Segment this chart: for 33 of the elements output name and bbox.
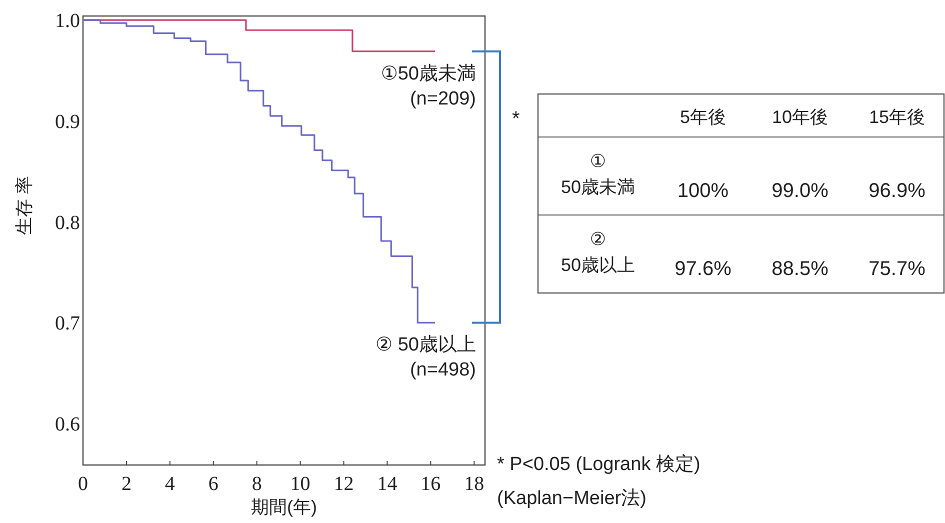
category-label: 15年後 [868, 107, 926, 127]
series-label: ①50歳未満 (n=209) [380, 63, 476, 110]
series-label: ② 50歳以上 (n=498) [376, 334, 476, 381]
x-tick-label: 2 [121, 473, 132, 495]
text: 100% [677, 180, 729, 202]
x-tick-label: 0 [78, 473, 88, 495]
category-label: 5年後 [680, 107, 726, 127]
x-tick-label: 12 [334, 473, 354, 495]
x-tick-label: 18 [464, 473, 484, 495]
x-tick-label: 4 [164, 473, 175, 495]
x-tick-label: 16 [420, 473, 441, 495]
y-axis-title: 生存 率 [14, 176, 34, 236]
text: (Kaplan−Meier法) [497, 488, 646, 509]
x-tick-label: 10 [290, 473, 310, 495]
x-tick-label: 6 [208, 473, 218, 495]
text: 97.6% [674, 258, 732, 280]
y-tick-label: 1.0 [55, 10, 80, 32]
y-tick-label: 0.6 [55, 414, 80, 436]
x-tick-label: 14 [377, 473, 398, 495]
text: 96.9% [868, 180, 926, 202]
category-label: ① 50歳未満 [560, 151, 636, 197]
text: 75.7% [868, 258, 926, 280]
x-tick-label: 8 [252, 473, 262, 495]
category-label: ② 50歳以上 [560, 229, 636, 275]
category-label: 10年後 [772, 107, 828, 127]
y-tick-label: 0.7 [55, 312, 80, 335]
y-tick-label: 0.9 [55, 110, 80, 133]
text: 99.0% [772, 180, 828, 202]
text: * [512, 108, 520, 130]
text: * P<0.05 (Logrank 検定) [497, 453, 700, 475]
y-tick-label: 0.8 [55, 212, 80, 234]
x-axis-title: 期間(年) [251, 497, 317, 517]
text: 88.5% [772, 258, 828, 280]
